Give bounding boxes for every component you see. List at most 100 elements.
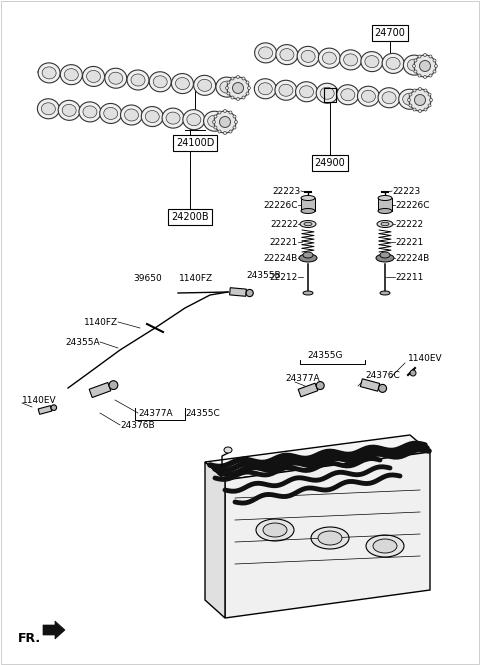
Text: 22221: 22221 [395,237,423,247]
Ellipse shape [218,130,221,133]
Ellipse shape [340,50,361,70]
Text: 22221: 22221 [270,237,298,247]
Ellipse shape [403,93,417,105]
Ellipse shape [378,196,392,201]
Ellipse shape [229,130,232,133]
Text: 1140FZ: 1140FZ [179,274,213,283]
Ellipse shape [297,47,319,66]
Ellipse shape [275,80,297,100]
Ellipse shape [409,89,431,111]
Ellipse shape [109,72,123,84]
Ellipse shape [37,99,60,119]
Text: 24376B: 24376B [120,420,155,430]
Polygon shape [360,379,380,391]
Ellipse shape [227,81,230,84]
Text: FR.: FR. [18,632,41,644]
Ellipse shape [316,83,338,103]
Polygon shape [205,435,430,480]
Ellipse shape [246,289,253,297]
Ellipse shape [218,111,221,114]
Ellipse shape [198,79,212,91]
Ellipse shape [318,531,342,545]
Ellipse shape [204,111,226,131]
Ellipse shape [208,115,222,127]
Ellipse shape [62,104,76,116]
Ellipse shape [428,93,431,96]
Ellipse shape [224,110,227,112]
Ellipse shape [41,103,55,115]
Ellipse shape [366,535,404,557]
Ellipse shape [229,111,232,114]
Ellipse shape [301,51,315,63]
Ellipse shape [220,81,234,93]
Ellipse shape [214,115,217,118]
Ellipse shape [233,115,236,118]
Ellipse shape [403,55,425,75]
Ellipse shape [429,74,432,77]
Polygon shape [229,288,246,297]
Text: 24700: 24700 [374,28,406,38]
Text: 1140FZ: 1140FZ [84,317,118,327]
Ellipse shape [233,126,236,129]
Ellipse shape [378,209,392,213]
Ellipse shape [300,86,313,98]
Text: 22212: 22212 [270,273,298,281]
Text: 24377A: 24377A [285,374,320,382]
Ellipse shape [304,222,312,225]
Ellipse shape [213,120,216,124]
Ellipse shape [187,114,201,126]
Ellipse shape [423,53,427,57]
Ellipse shape [418,74,421,77]
Ellipse shape [379,384,386,392]
Ellipse shape [254,43,276,63]
Ellipse shape [254,78,276,99]
Ellipse shape [337,84,359,105]
Ellipse shape [415,94,425,106]
Ellipse shape [296,82,318,102]
Ellipse shape [412,65,416,68]
Ellipse shape [237,76,240,78]
Ellipse shape [276,45,298,65]
Text: 24100D: 24100D [176,138,214,148]
Ellipse shape [300,221,316,227]
Polygon shape [89,382,111,398]
Text: 24377A: 24377A [138,408,173,418]
Text: 24376C: 24376C [365,370,400,380]
Ellipse shape [42,67,56,79]
Ellipse shape [256,519,294,541]
Text: 24355G: 24355G [307,351,343,360]
Ellipse shape [120,105,143,125]
Ellipse shape [409,93,412,96]
Bar [324,88,336,102]
Ellipse shape [424,108,427,111]
Ellipse shape [216,77,238,97]
Ellipse shape [316,382,324,390]
Ellipse shape [259,47,273,59]
Ellipse shape [280,49,294,61]
Ellipse shape [193,75,216,95]
Ellipse shape [246,92,249,95]
Text: 22226C: 22226C [395,201,430,209]
Ellipse shape [424,89,427,92]
Text: 22224B: 22224B [395,253,429,263]
Ellipse shape [318,48,340,68]
Ellipse shape [109,380,118,390]
Text: 1140EV: 1140EV [408,354,443,362]
Ellipse shape [414,59,417,62]
Ellipse shape [303,291,313,295]
Ellipse shape [373,539,397,553]
Ellipse shape [428,104,431,107]
Ellipse shape [58,100,80,120]
Ellipse shape [429,55,432,58]
Ellipse shape [323,52,336,64]
Ellipse shape [410,370,416,376]
Ellipse shape [162,108,184,128]
Ellipse shape [423,76,427,78]
Ellipse shape [131,74,145,86]
Polygon shape [298,383,318,397]
Ellipse shape [124,109,139,121]
Ellipse shape [263,523,287,537]
Ellipse shape [227,92,230,95]
Ellipse shape [226,86,228,90]
Ellipse shape [361,52,383,72]
